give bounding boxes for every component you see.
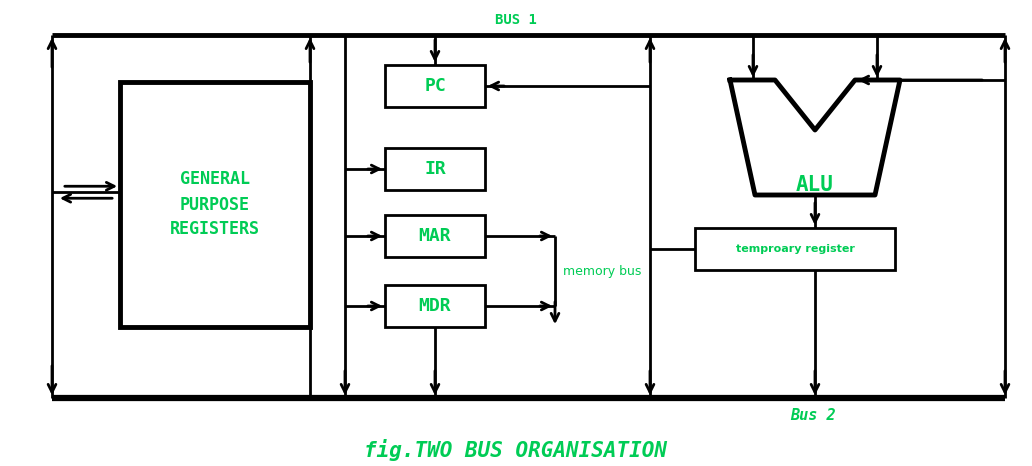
Text: temproary register: temproary register [736,244,854,254]
Bar [120,82,310,327]
Bar [385,215,485,257]
Text: PC: PC [424,77,446,95]
Text: IR: IR [424,160,446,178]
Text: BUS 1: BUS 1 [495,13,537,27]
Text: GENERAL
PURPOSE
REGISTERS: GENERAL PURPOSE REGISTERS [170,171,260,239]
Text: MAR: MAR [419,227,451,245]
Bar [385,65,485,107]
Text: ALU: ALU [796,175,834,195]
Bar [385,148,485,190]
Bar [695,228,895,270]
Text: fig.TWO BUS ORGANISATION: fig.TWO BUS ORGANISATION [364,439,668,461]
Text: MDR: MDR [419,297,451,315]
Bar [385,285,485,327]
Text: Bus 2: Bus 2 [791,407,836,423]
Text: memory bus: memory bus [563,265,641,277]
